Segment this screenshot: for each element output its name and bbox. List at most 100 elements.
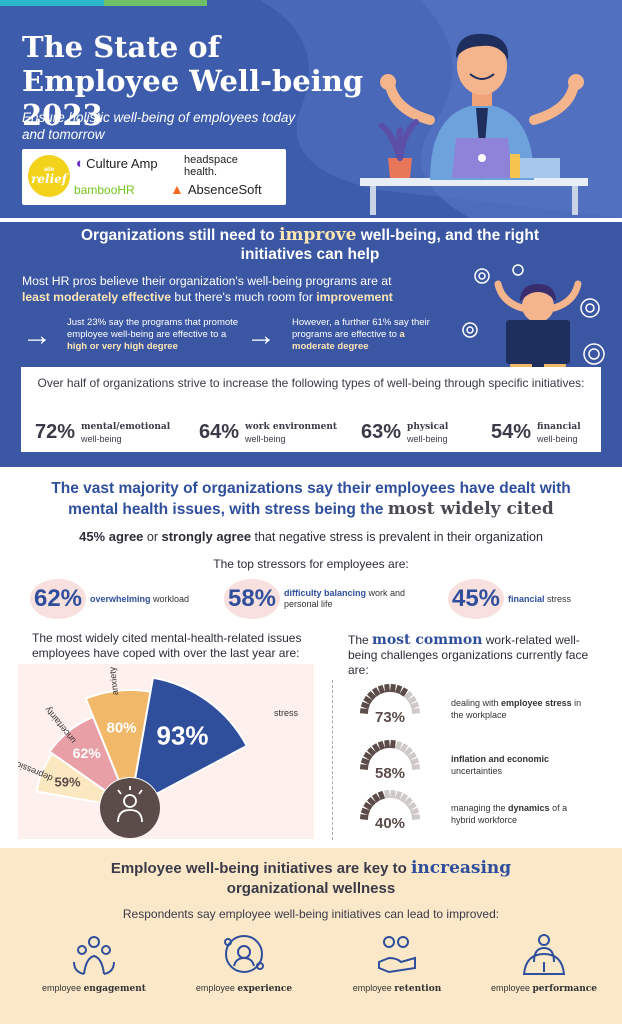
wellbeing-label-rest: well-being bbox=[245, 433, 286, 444]
section-divider bbox=[332, 680, 333, 840]
mental-health-title: The vast majority of organizations say t… bbox=[40, 478, 582, 520]
gauge-tick bbox=[367, 691, 377, 701]
challenge-text: in the workplace bbox=[451, 698, 582, 720]
gauge-tick bbox=[407, 695, 417, 705]
gauge-tick bbox=[399, 793, 409, 803]
title-part: organizational wellness bbox=[226, 880, 396, 897]
title-emphasis: improve bbox=[279, 225, 357, 245]
lead-emphasis: least moderately effective bbox=[22, 290, 172, 304]
fan-slice bbox=[84, 689, 152, 782]
chal-text: work-related well-being challenges organ… bbox=[348, 633, 589, 677]
lead-emphasis: improvement bbox=[316, 290, 393, 304]
chal-text: The bbox=[348, 633, 373, 647]
gauge-tick bbox=[403, 797, 413, 807]
fan-pct: 80% bbox=[107, 719, 137, 736]
gauge-tick bbox=[407, 801, 417, 811]
gauge-tick bbox=[409, 701, 420, 710]
experience-icon bbox=[224, 935, 264, 973]
sponsor-logos: ade relief ◖ Culture Amp headspace healt… bbox=[22, 149, 286, 205]
gauge-tick bbox=[359, 814, 369, 821]
challenge-text: uncertainties bbox=[451, 765, 503, 776]
title-part: Employee well-being initiatives are key … bbox=[110, 860, 411, 877]
title-part: well-being, and the right initiatives ca… bbox=[240, 227, 539, 263]
chal-emphasis: most common bbox=[372, 632, 483, 648]
stressor-label-rest: work and personal life bbox=[284, 588, 406, 609]
stressor-label-bold: difficulty balancing bbox=[284, 588, 367, 598]
benefit-label: employee experience bbox=[174, 983, 314, 994]
benefit-text: employee bbox=[352, 983, 395, 993]
relief-logo-mark: ade bbox=[43, 166, 55, 173]
culture-amp-logo[interactable]: ◖ Culture Amp bbox=[74, 155, 158, 172]
gauge-tick bbox=[363, 801, 373, 811]
absencesoft-logo[interactable]: ▲ AbsenceSoft bbox=[170, 181, 262, 197]
wellbeing-label: financial well-being bbox=[537, 420, 581, 445]
headspace-logo[interactable]: headspace health. bbox=[184, 154, 238, 178]
gauge-tick bbox=[389, 683, 396, 693]
initiatives-subtitle: Respondents say employee well-being init… bbox=[122, 907, 500, 921]
benefit-text: employee bbox=[195, 983, 238, 993]
lead-text: but there's much room for bbox=[171, 290, 317, 304]
stress-agree-stat: 45% agree or strongly agree that negativ… bbox=[0, 529, 622, 544]
challenge-text: managing the bbox=[451, 803, 509, 813]
note-emphasis: high or very high degree bbox=[67, 341, 178, 352]
gauge-tick bbox=[411, 708, 421, 715]
performance-icon bbox=[522, 934, 566, 975]
gauge-tick bbox=[394, 790, 403, 801]
gauge-tick bbox=[384, 789, 391, 799]
effectiveness-title: Organizations still need to improve well… bbox=[60, 226, 560, 264]
fan-center bbox=[100, 778, 160, 838]
issues-heading: The most widely cited mental-health-rela… bbox=[32, 631, 302, 660]
gauge-tick bbox=[409, 807, 420, 816]
gauge-tick bbox=[363, 695, 373, 705]
wellbeing-type: 72% mental/emotional well-being bbox=[35, 417, 170, 447]
effectiveness-lead: Most HR pros believe their organization'… bbox=[22, 273, 422, 305]
fan-label: stress bbox=[274, 708, 299, 718]
gauge-tick bbox=[384, 683, 391, 693]
stressor-pct: 62% bbox=[30, 579, 86, 619]
header-banner: The State of Employee Well-being 2023 En… bbox=[0, 0, 622, 218]
wellbeing-label-rest: well-being bbox=[81, 433, 122, 444]
engagement-icon bbox=[73, 936, 115, 975]
arrow-right-icon: → bbox=[246, 319, 276, 352]
benefit-label: employee retention bbox=[327, 983, 467, 994]
fan-pct: 93% bbox=[156, 720, 208, 750]
gauge-pct: 73% bbox=[375, 709, 405, 726]
fan-pct: 62% bbox=[73, 745, 102, 761]
challenges-gauges: 73% 58% 40% bbox=[359, 683, 421, 832]
wellbeing-pct: 64% bbox=[199, 420, 240, 443]
challenges-heading: The most common work-related well-being … bbox=[348, 633, 608, 678]
relief-logo-text: relief bbox=[31, 171, 67, 186]
relief-logo[interactable]: ade relief bbox=[28, 155, 70, 197]
fan-pct: 59% bbox=[54, 774, 80, 789]
wellbeing-label: work environment well-being bbox=[245, 420, 337, 445]
employee-meditating-illustration bbox=[360, 33, 588, 215]
bamboohr-logo[interactable]: bambooHR bbox=[74, 183, 135, 197]
retention-icon bbox=[378, 936, 416, 974]
page-subtitle: Ensure holistic well-being of employees … bbox=[22, 110, 296, 142]
gauge-tick bbox=[411, 764, 421, 771]
gauge-tick bbox=[389, 739, 396, 749]
wellbeing-label-rest: well-being bbox=[537, 433, 578, 444]
lead-text: Most HR pros believe their organization'… bbox=[22, 274, 392, 288]
benefit-text: employee bbox=[42, 983, 84, 993]
wellbeing-label: mental/emotional well-being bbox=[81, 420, 170, 445]
wellbeing-type: 64% work environment well-being bbox=[199, 417, 337, 447]
title-part: The vast majority of organizations say t… bbox=[51, 480, 571, 518]
stressed-worker-illustration bbox=[462, 264, 605, 379]
gauge-tick bbox=[394, 684, 403, 695]
note-text: Just 23% say the programs that promote e… bbox=[67, 317, 239, 340]
wellbeing-label-bold: mental/emotional bbox=[81, 421, 171, 432]
wellbeing-label-bold: work environment bbox=[245, 421, 338, 432]
gauge-tick bbox=[360, 757, 371, 766]
agree-emphasis: 45% agree bbox=[79, 529, 144, 544]
gauge-tick bbox=[360, 807, 371, 816]
stressor-pct: 58% bbox=[224, 579, 280, 619]
title-part: Organizations still need to bbox=[81, 227, 280, 244]
benefit-label: employee engagement bbox=[24, 983, 164, 994]
benefit-text: employee bbox=[490, 983, 533, 993]
culture-amp-icon: ◖ bbox=[74, 155, 84, 172]
stressor-label-rest: stress bbox=[544, 593, 572, 604]
title-emphasis: most widely cited bbox=[387, 499, 554, 519]
stressor-label: financial stress bbox=[508, 594, 571, 605]
